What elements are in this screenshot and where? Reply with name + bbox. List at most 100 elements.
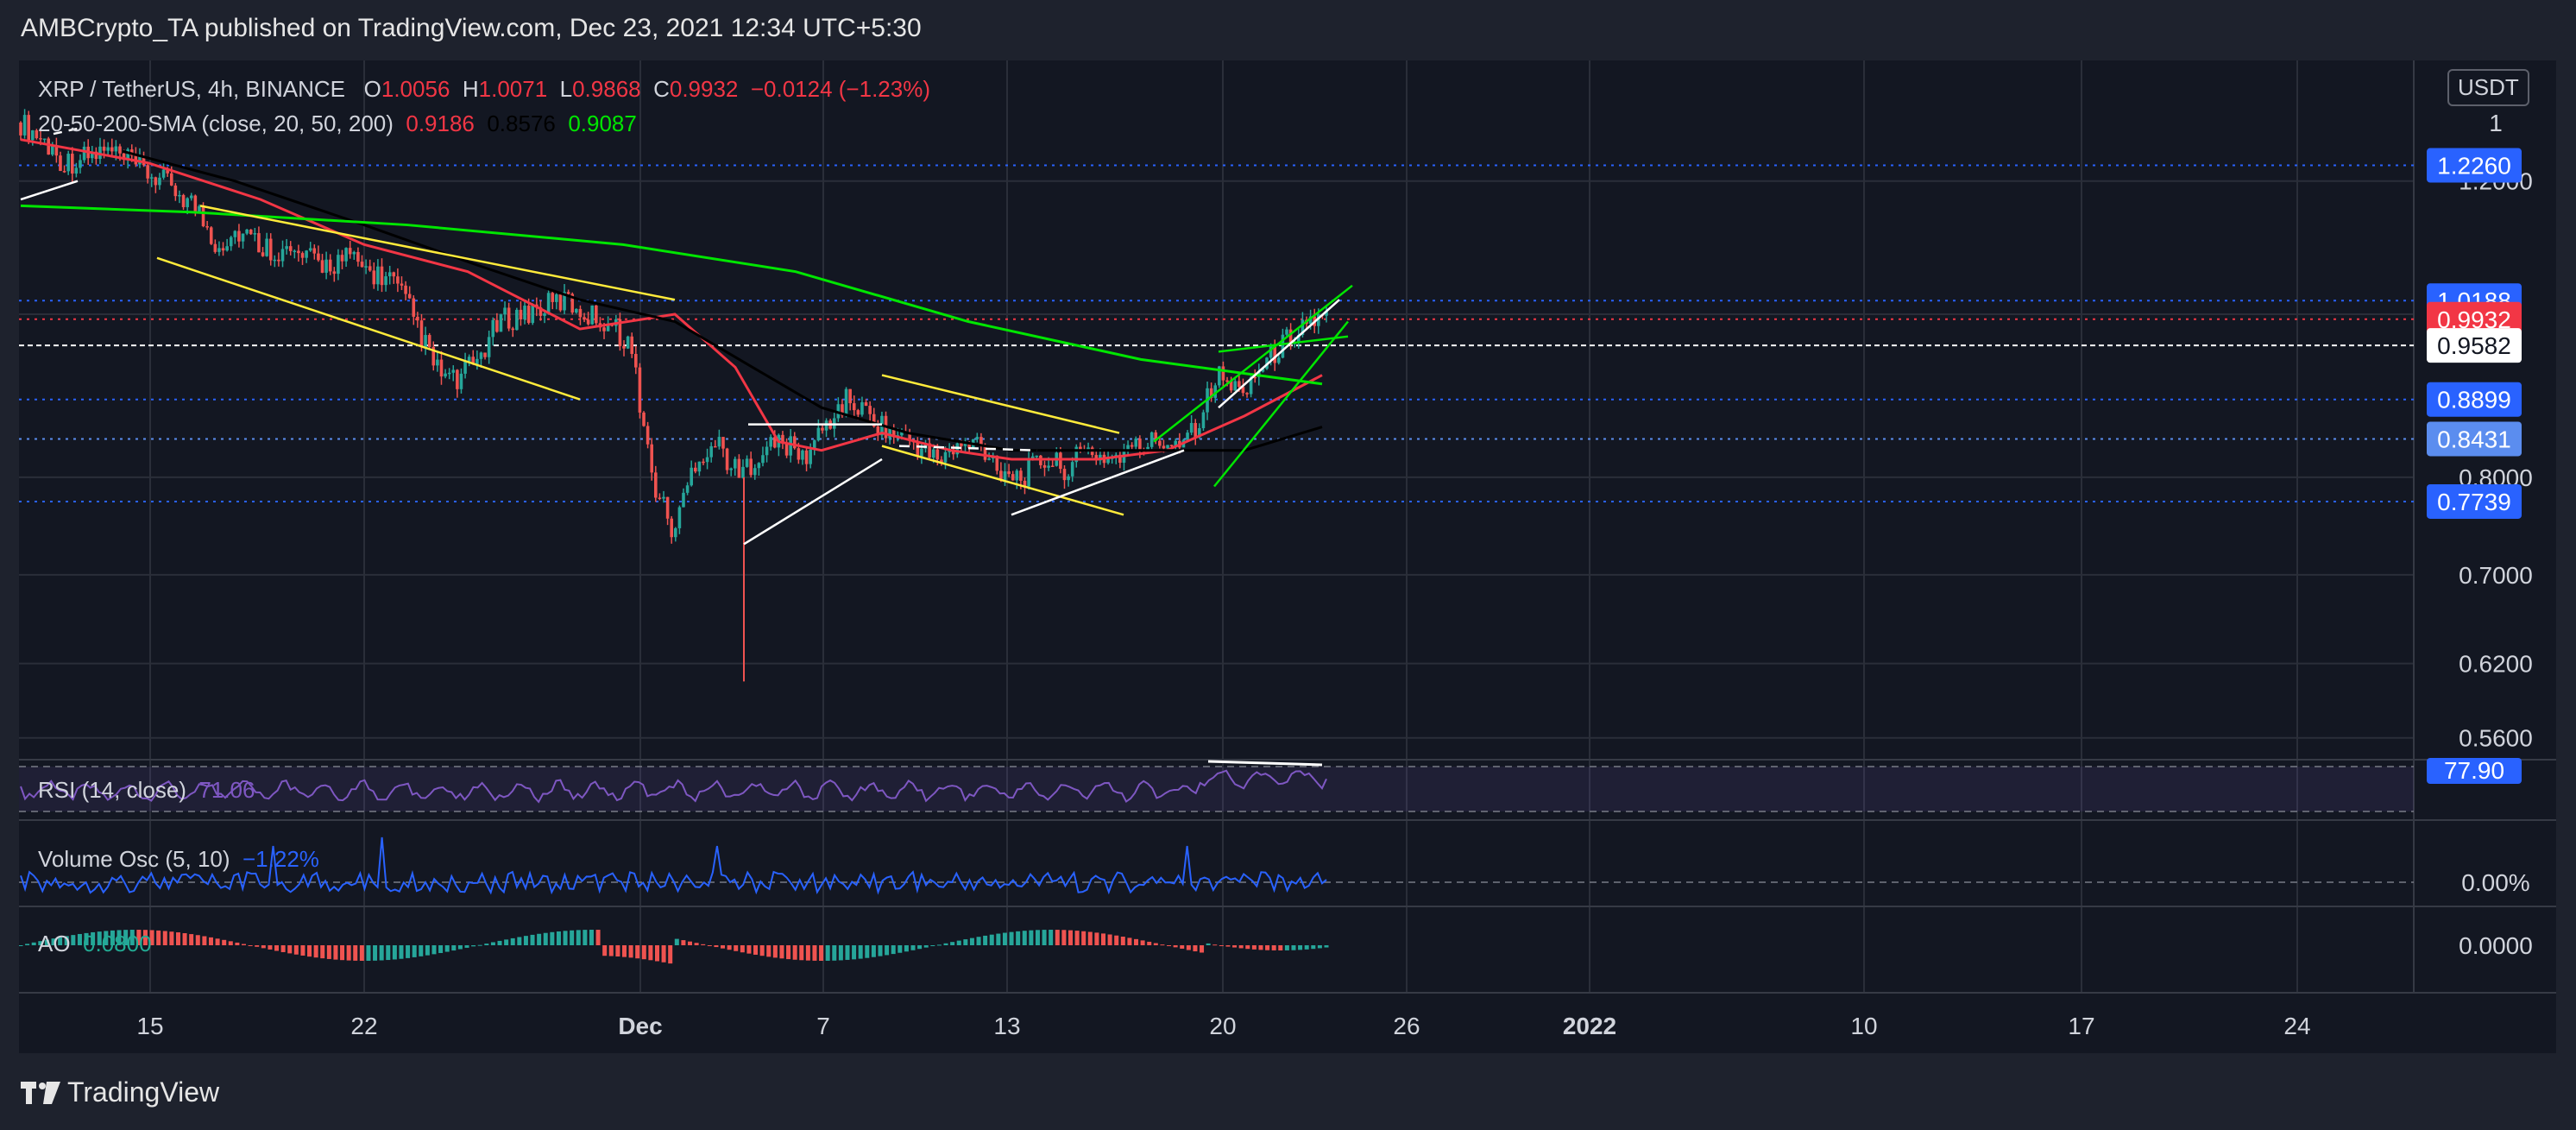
candle-body	[1130, 445, 1134, 447]
ao-bar	[51, 938, 56, 945]
ao-bar	[1160, 944, 1165, 946]
candle-body	[975, 437, 979, 439]
ao-bar	[858, 945, 863, 959]
candle-body	[456, 369, 459, 389]
candle-body	[563, 292, 566, 311]
candle-body	[110, 147, 114, 152]
ao-bar	[1055, 930, 1060, 945]
legend-h-value: 1.0071	[478, 76, 548, 102]
candle-body	[1238, 381, 1241, 388]
candle-body	[479, 352, 483, 359]
sma20-line	[20, 138, 1323, 461]
ao-bar	[222, 939, 227, 945]
ao-bar	[1278, 945, 1283, 950]
ao-bar	[1029, 930, 1034, 945]
ao-bar	[1245, 945, 1250, 950]
candle-body	[1281, 334, 1285, 358]
ao-bar	[1074, 931, 1080, 945]
candle-body	[705, 457, 709, 463]
ao-bar	[1107, 934, 1112, 945]
candle-body	[380, 266, 384, 286]
top-bar: AMBCrypto_TA published on TradingView.co…	[0, 0, 2576, 60]
ao-bar	[543, 932, 548, 945]
candle-body	[558, 294, 563, 311]
ao-bar	[570, 930, 575, 945]
ao-bar	[293, 945, 299, 955]
x-tick-label: 13	[993, 1013, 1020, 1039]
ao-bar	[373, 945, 378, 961]
price-tick-label: 1	[2489, 110, 2503, 136]
sma-label: 20-50-200-SMA (close, 20, 50, 200)	[38, 110, 394, 136]
candle-body	[1186, 432, 1189, 440]
ao-bar	[18, 945, 23, 946]
ao-bar	[104, 931, 109, 945]
ao-bar	[681, 940, 686, 945]
candle-body	[606, 324, 610, 331]
candle-body	[709, 445, 713, 458]
candle-body	[519, 309, 523, 319]
candle-body	[979, 437, 983, 445]
chart-area[interactable]: 1522Dec7132026202210172411.20000.80000.7…	[18, 60, 2556, 1053]
ao-bar	[734, 945, 739, 951]
ao-bar	[983, 935, 988, 945]
ao-bar	[1212, 944, 1218, 946]
ao-bar	[366, 945, 371, 961]
ao-bar	[490, 942, 495, 945]
ao-bar	[904, 945, 909, 952]
candle-body	[868, 406, 872, 414]
candle-body	[713, 445, 717, 448]
candle-body	[416, 316, 419, 321]
candle-body	[784, 443, 789, 456]
candle-body	[487, 337, 491, 357]
ao-bar	[517, 937, 522, 945]
ao-bar	[71, 935, 76, 945]
ao-bar	[215, 938, 220, 945]
ao-bar	[1140, 940, 1145, 945]
candle-body	[943, 451, 948, 463]
currency-button[interactable]: USDT	[2447, 69, 2529, 106]
candle-body	[27, 115, 30, 141]
ao-bar	[608, 945, 614, 956]
candle-body	[491, 319, 495, 338]
ao-bar	[1219, 945, 1224, 946]
candle-body	[543, 313, 546, 316]
legend-o-value: 1.0056	[381, 76, 450, 102]
trendline-white	[53, 127, 80, 136]
candle-body	[1198, 428, 1201, 438]
ao-bar	[202, 936, 207, 945]
ao-bar	[753, 945, 759, 955]
ao-bar	[1114, 935, 1119, 945]
candle-body	[221, 248, 225, 251]
candle-body	[578, 308, 583, 318]
ao-bar	[969, 937, 974, 945]
candle-body	[201, 205, 205, 227]
ao-bar	[280, 945, 286, 952]
ao-bar	[1232, 945, 1238, 948]
tradingview-logo[interactable]: TradingView	[21, 1076, 219, 1108]
candle-body	[967, 443, 971, 448]
ao-bar	[510, 937, 515, 945]
candle-body	[503, 307, 507, 315]
candle-body	[983, 445, 987, 460]
candle-body	[1233, 381, 1238, 391]
candle-body	[1277, 357, 1281, 363]
chart-svg[interactable]: 1522Dec7132026202210172411.20000.80000.7…	[18, 60, 2556, 1053]
ao-bar	[576, 930, 581, 945]
candle-body	[280, 249, 285, 262]
rsi-divergence-line	[1207, 760, 1323, 767]
ao-bar	[746, 945, 752, 954]
ao-bar	[406, 945, 411, 958]
candle-body	[1225, 380, 1229, 382]
candle-body	[693, 467, 697, 472]
candle-body	[189, 195, 193, 199]
candle-body	[372, 270, 376, 285]
candle-body	[1007, 471, 1011, 475]
ao-bar	[1042, 930, 1047, 945]
ao-bar	[451, 945, 457, 951]
ao-bar	[589, 930, 594, 945]
candle-body	[471, 357, 476, 365]
candle-body	[186, 198, 189, 207]
candle-body	[670, 518, 674, 538]
candle-body	[308, 248, 312, 251]
candle-body	[551, 293, 555, 302]
